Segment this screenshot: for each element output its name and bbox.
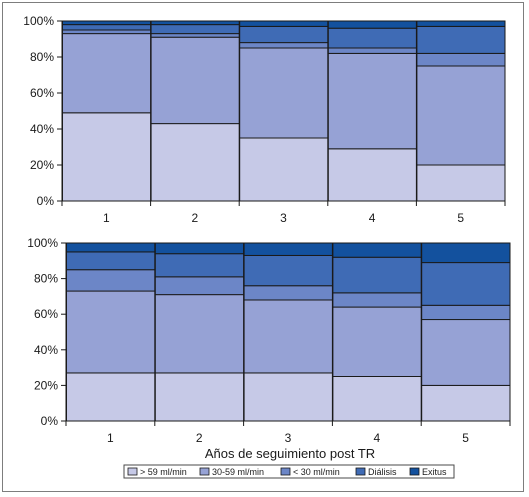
bar-segment-dialisis <box>62 24 152 31</box>
bar-segment-gt59 <box>239 137 329 202</box>
bar-segment-dialisis <box>66 251 156 271</box>
bar-segment-lt30 <box>154 276 245 296</box>
x-tick-label: 1 <box>107 431 114 445</box>
bar-segment-exitus <box>150 20 240 26</box>
bar-segment-c30_59 <box>150 36 240 125</box>
bar-segment-gt59 <box>154 372 245 422</box>
y-tick-label: 40% <box>30 122 54 136</box>
x-tick-label: 5 <box>462 431 469 445</box>
x-tick-label: 3 <box>285 431 292 445</box>
bar-segment-dialisis <box>327 27 417 49</box>
y-tick-label: 20% <box>30 158 54 172</box>
y-tick-label: 100% <box>23 14 54 28</box>
y-tick-label: 60% <box>30 86 54 100</box>
legend-swatch-dialisis <box>355 467 366 476</box>
x-tick-label: 3 <box>280 211 287 225</box>
x-tick-label: 4 <box>369 211 376 225</box>
bar-segment-c30_59 <box>66 290 156 374</box>
bar-segment-c30_59 <box>327 52 417 150</box>
bar-segment-gt59 <box>150 123 240 202</box>
y-tick-label: 60% <box>34 307 58 321</box>
bar-segment-dialisis <box>243 254 333 287</box>
y-tick-label: 80% <box>30 50 54 64</box>
bar-segment-lt30 <box>327 47 417 54</box>
bar-segment-dialisis <box>421 262 511 306</box>
legend-label-dialisis: Diálisis <box>368 467 397 477</box>
bar-segment-c30_59 <box>421 319 511 386</box>
bar-segment-exitus <box>239 20 329 27</box>
chart-bottom: 0% 20% 40% 60% 80% 100% 1 2 3 4 5 <box>27 236 511 445</box>
x-tick-label: 1 <box>103 211 110 225</box>
legend-swatch-exitus <box>409 467 420 476</box>
bar-segment-lt30 <box>239 42 329 49</box>
bar-segment-exitus <box>421 242 511 264</box>
bar-segment-gt59 <box>62 112 152 202</box>
bar-segment-gt59 <box>421 384 511 422</box>
bar-segment-exitus <box>154 242 245 255</box>
x-tick-label: 4 <box>373 431 380 445</box>
bar-segment-dialisis <box>154 253 245 278</box>
bar-segment-exitus <box>62 20 152 26</box>
y-tick-label: 100% <box>27 236 58 250</box>
bar-segment-lt30 <box>150 33 240 38</box>
y-tick-label: 0% <box>37 194 55 208</box>
chart-top: 0% 20% 40% 60% 80% 100% 1 2 3 4 5 <box>23 14 506 225</box>
bar-segment-lt30 <box>421 304 511 321</box>
legend-label-c30_59: 30-59 ml/min <box>212 467 264 477</box>
bar-segment-c30_59 <box>416 65 506 166</box>
x-tick-label: 5 <box>457 211 464 225</box>
bar-segment-gt59 <box>243 372 333 422</box>
bar-segment-lt30 <box>332 292 422 308</box>
x-tick-label: 2 <box>196 431 203 445</box>
legend-label-lt30: < 30 ml/min <box>293 467 340 477</box>
bar-segment-c30_59 <box>239 47 329 139</box>
y-tick-label: 20% <box>34 378 58 392</box>
bar-segment-dialisis <box>150 24 240 35</box>
bar-segment-lt30 <box>62 29 152 35</box>
bar-segment-lt30 <box>416 52 506 67</box>
legend-label-exitus: Exitus <box>422 467 447 477</box>
bar-segment-exitus <box>66 242 156 253</box>
bar-segment-gt59 <box>66 372 156 422</box>
bar-segment-exitus <box>327 20 417 29</box>
bar-segment-exitus <box>416 20 506 27</box>
bar-segment-c30_59 <box>154 294 245 374</box>
bar-segment-lt30 <box>243 285 333 301</box>
y-tick-label: 80% <box>34 272 58 286</box>
bar-segment-c30_59 <box>243 299 333 374</box>
legend-swatch-lt30 <box>280 467 291 476</box>
legend: > 59 ml/min 30-59 ml/min < 30 ml/min Diális… <box>123 464 455 479</box>
y-tick-label: 40% <box>34 343 58 357</box>
bar-segment-gt59 <box>332 376 422 422</box>
x-axis-title: Años de seguimiento post TR <box>205 446 375 461</box>
bar-segment-exitus <box>332 242 422 258</box>
bar-segment-dialisis <box>332 256 422 294</box>
bar-segment-exitus <box>243 242 333 256</box>
bar-segment-gt59 <box>416 164 506 202</box>
bar-segment-lt30 <box>66 269 156 292</box>
bar-segment-gt59 <box>327 148 417 202</box>
y-tick-label: 0% <box>41 414 59 428</box>
legend-label-gt59: > 59 ml/min <box>140 467 187 477</box>
x-tick-label: 2 <box>192 211 199 225</box>
bar-segment-dialisis <box>239 25 329 44</box>
legend-swatch-c30_59 <box>199 467 210 476</box>
bar-segment-dialisis <box>416 25 506 54</box>
legend-swatch-gt59 <box>127 467 138 476</box>
bar-segment-c30_59 <box>332 306 422 377</box>
bar-segment-c30_59 <box>62 33 152 114</box>
